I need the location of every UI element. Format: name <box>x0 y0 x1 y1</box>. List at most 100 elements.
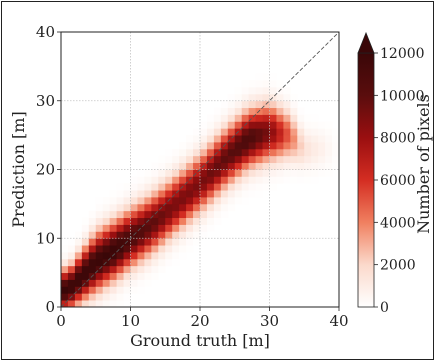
heatmap-cell <box>227 114 236 122</box>
heatmap-cell <box>276 162 284 170</box>
heatmap-cell <box>213 155 222 164</box>
heatmap-cell <box>234 87 243 95</box>
heatmap-cell <box>123 217 131 225</box>
identity-reference-line <box>60 31 340 308</box>
heatmap-cell <box>290 107 298 115</box>
heatmap-cell <box>179 190 187 198</box>
heatmap-cell <box>304 162 312 170</box>
heatmap-cell <box>179 252 187 260</box>
heatmap-cell <box>61 279 69 287</box>
heatmap-cell <box>130 217 138 225</box>
heatmap-cell <box>227 155 236 164</box>
heatmap-cell <box>311 148 319 157</box>
heatmap-cell <box>88 286 97 294</box>
heatmap-cell <box>158 224 166 232</box>
heatmap-cell <box>165 190 173 198</box>
heatmap-cell <box>179 162 187 170</box>
heatmap-cell <box>269 93 277 102</box>
heatmap-cell <box>318 162 326 170</box>
heatmap-cell <box>116 245 124 253</box>
heatmap-cell <box>206 148 215 157</box>
heatmap-cell <box>172 258 180 267</box>
y-axis-ticks: 0 10 20 30 40 <box>36 23 61 316</box>
heatmap-cell <box>290 93 298 102</box>
heatmap-cell <box>248 100 256 109</box>
heatmap-cell <box>220 183 229 191</box>
heatmap-cell <box>102 245 111 253</box>
heatmap-cell <box>248 162 256 170</box>
heatmap-cell <box>213 121 222 129</box>
heatmap-cell <box>123 293 131 301</box>
heatmap-cell <box>61 252 69 260</box>
heatmap-cell <box>283 121 291 129</box>
heatmap-cell <box>318 121 326 129</box>
heatmap-cell <box>213 107 222 115</box>
heatmap-cell <box>200 121 208 129</box>
heatmap-cell <box>67 252 76 260</box>
heatmap-cell <box>200 148 208 157</box>
heatmap-cell <box>165 176 173 184</box>
heatmap-cell <box>102 197 111 205</box>
heatmap-cell <box>116 258 124 267</box>
heatmap-cell <box>332 142 340 150</box>
heatmap-cell <box>172 203 180 212</box>
heatmap-cell <box>102 203 111 212</box>
heatmap-cell <box>283 114 291 122</box>
heatmap-cell <box>95 197 104 205</box>
heatmap-cell <box>297 176 305 184</box>
heatmap-cell <box>283 142 291 150</box>
heatmap-cell <box>241 135 250 143</box>
heatmap-cell <box>158 176 166 184</box>
heatmap-cell <box>255 114 263 122</box>
heatmap-cell <box>206 176 215 184</box>
heatmap-cell <box>269 107 277 115</box>
heatmap-cell <box>262 162 270 170</box>
heatmap-cell <box>193 217 201 225</box>
heatmap-cell <box>227 100 236 109</box>
heatmap-cell <box>186 238 194 246</box>
heatmap-cell <box>88 279 97 287</box>
heatmap-cell <box>102 293 111 301</box>
heatmap-cell <box>241 87 250 95</box>
heatmap-cell <box>193 128 201 136</box>
heatmap-cell <box>206 190 215 198</box>
heatmap-cell <box>262 73 270 81</box>
heatmap-cell <box>186 135 194 143</box>
heatmap-cell <box>262 169 270 177</box>
heatmap-cell <box>186 231 194 239</box>
heatmap-cell <box>193 176 201 184</box>
heatmap-cell <box>255 73 263 81</box>
heatmap-cell <box>179 210 187 219</box>
heatmap-cell <box>172 197 180 205</box>
heatmap-cell <box>283 162 291 170</box>
heatmap-cell <box>248 114 256 122</box>
heatmap-cell <box>137 272 145 280</box>
heatmap-cell <box>234 93 243 102</box>
heatmap-cell <box>283 169 291 177</box>
colorbar-tick-label: 0 <box>380 300 389 316</box>
heatmap-cell <box>220 114 229 122</box>
heatmap-cell <box>179 169 187 177</box>
heatmap-cell <box>332 155 340 164</box>
heatmap-cell <box>102 238 111 246</box>
heatmap-cell <box>130 190 138 198</box>
heatmap-cell <box>165 169 173 177</box>
heatmap-cell <box>186 203 194 212</box>
heatmap-cell <box>109 190 117 198</box>
heatmap-cell <box>304 114 312 122</box>
heatmap-cell <box>137 252 145 260</box>
heatmap-cell <box>206 169 215 177</box>
heatmap-cell <box>165 245 173 253</box>
heatmap-cell <box>283 87 291 95</box>
heatmap-cell <box>193 231 201 239</box>
heatmap-cell <box>241 162 250 170</box>
heatmap-cell <box>165 258 173 267</box>
heatmap-cell <box>241 100 250 109</box>
heatmap-cell <box>248 155 256 164</box>
heatmap-cell <box>227 183 236 191</box>
heatmap-cell <box>262 80 270 88</box>
heatmap-cell <box>172 217 180 225</box>
heatmap-cell <box>137 279 145 287</box>
heatmap-cell <box>311 176 319 184</box>
heatmap-cell <box>220 197 229 205</box>
